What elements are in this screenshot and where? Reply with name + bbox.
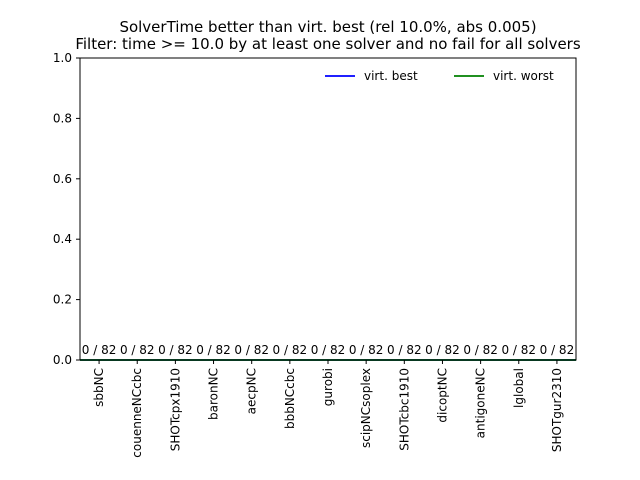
plot-area: 0.0 0.2 0.4 0.6 0.8 1.0 sbbNC couenneNCcbc SHOTc… (53, 51, 577, 458)
legend-label-virt-best: virt. best (364, 69, 418, 83)
bar-label-bbbNCcbc: 0 / 82 (273, 343, 308, 357)
x-tick-label-SHOTcbc1910: SHOTcbc1910 (397, 368, 411, 451)
bar-label-scipNCsoplex: 0 / 82 (349, 343, 384, 357)
bar-label-SHOTgur2310: 0 / 82 (540, 343, 575, 357)
x-tick-label-SHOTgur2310: SHOTgur2310 (550, 368, 564, 452)
y-tick-label: 0.0 (53, 353, 72, 367)
x-tick-label-lglobal: lglobal (512, 368, 526, 408)
x-tick-label-bbbNCcbc: bbbNCcbc (283, 368, 297, 429)
bar-label-dicoptNC: 0 / 82 (425, 343, 460, 357)
bar-label-couenneNCcbc: 0 / 82 (120, 343, 155, 357)
bar-label-SHOTcbc1910: 0 / 82 (387, 343, 422, 357)
bar-label-aecpNC: 0 / 82 (234, 343, 269, 357)
bar-label-gurobi: 0 / 82 (311, 343, 346, 357)
y-tick-label: 0.4 (53, 232, 72, 246)
x-tick-label-dicoptNC: dicoptNC (435, 368, 449, 423)
legend-label-virt-worst: virt. worst (493, 69, 554, 83)
bar-label-antigoneNC: 0 / 82 (463, 343, 498, 357)
bar-label-sbbNC: 0 / 82 (82, 343, 117, 357)
x-tick-label-sbbNC: sbbNC (92, 368, 106, 407)
y-tick-label: 0.8 (53, 111, 72, 125)
bar-label-lglobal: 0 / 82 (501, 343, 536, 357)
y-tick-label: 1.0 (53, 51, 72, 65)
legend: virt. best virt. worst (325, 69, 554, 83)
chart-title-line-1: SolverTime better than virt. best (rel 1… (119, 18, 536, 36)
x-tick-label-scipNCsoplex: scipNCsoplex (359, 368, 373, 448)
bar-label-baronNC: 0 / 82 (196, 343, 231, 357)
x-tick-label-antigoneNC: antigoneNC (474, 368, 488, 438)
x-tick-label-aecpNC: aecpNC (245, 368, 259, 414)
y-tick-label: 0.6 (53, 172, 72, 186)
chart-title-line-2: Filter: time >= 10.0 by at least one sol… (75, 35, 581, 53)
x-tick-label-couenneNCcbc: couenneNCcbc (130, 368, 144, 458)
x-tick-label-baronNC: baronNC (207, 368, 221, 420)
x-tick-label-SHOTcpx1910: SHOTcpx1910 (168, 368, 182, 451)
y-tick-label: 0.2 (53, 293, 72, 307)
x-tick-label-gurobi: gurobi (321, 368, 335, 406)
bar-label-SHOTcpx1910: 0 / 82 (158, 343, 193, 357)
